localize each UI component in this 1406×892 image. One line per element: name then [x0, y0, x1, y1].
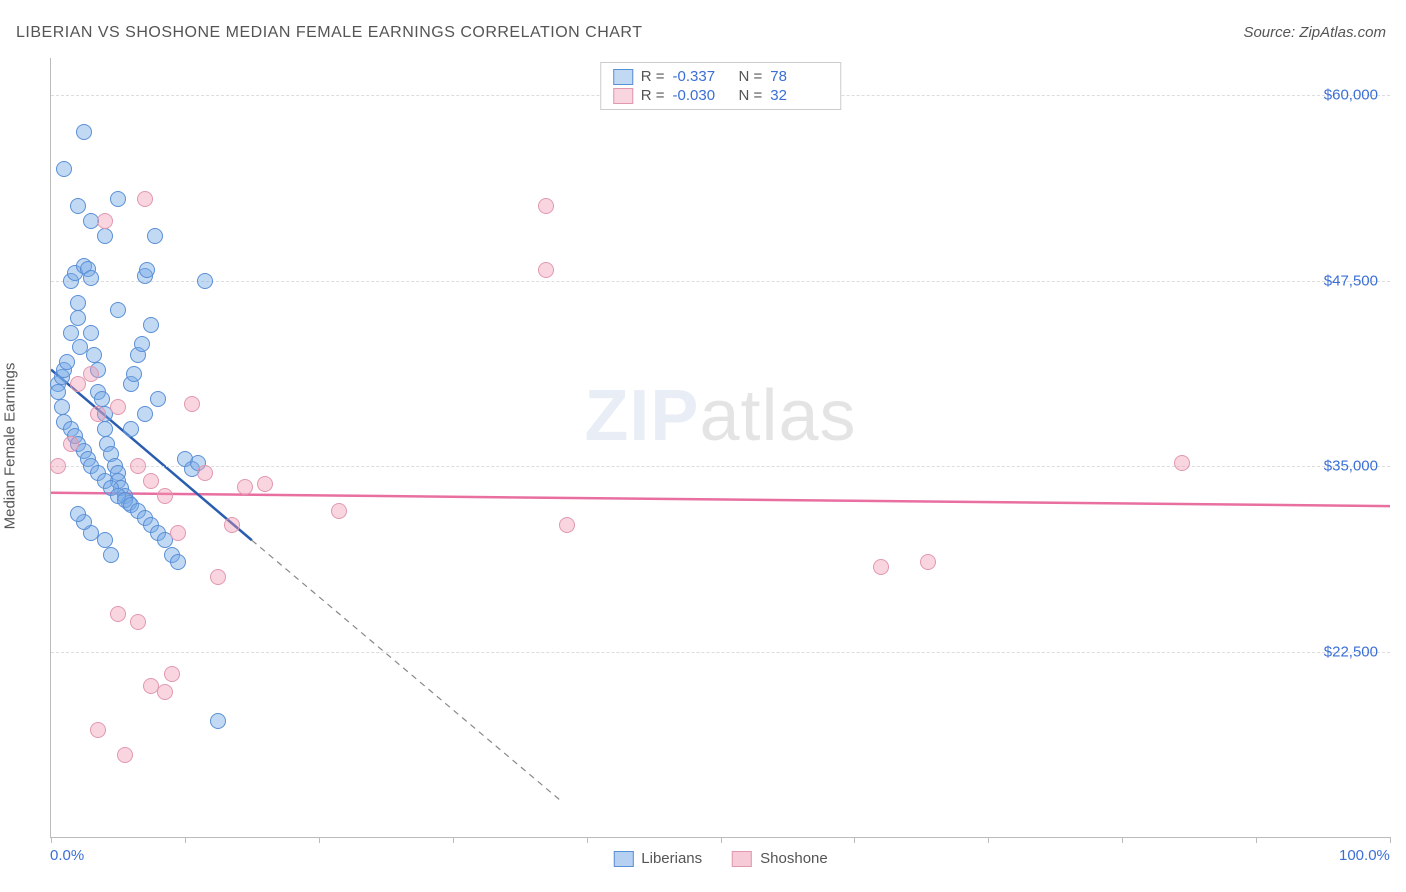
point-shoshone — [197, 465, 213, 481]
point-liberians — [137, 406, 153, 422]
point-shoshone — [117, 747, 133, 763]
legend-row-liberians: R = -0.337 N = 78 — [613, 67, 829, 86]
point-liberians — [103, 547, 119, 563]
x-axis-min-label: 0.0% — [50, 847, 84, 864]
legend-item-shoshone: Shoshone — [732, 850, 828, 867]
point-liberians — [63, 325, 79, 341]
y-tick-label: $60,000 — [1324, 87, 1378, 104]
point-liberians — [110, 191, 126, 207]
trend-lines — [51, 58, 1390, 837]
point-shoshone — [143, 473, 159, 489]
point-shoshone — [97, 213, 113, 229]
point-liberians — [70, 506, 86, 522]
point-liberians — [126, 366, 142, 382]
point-shoshone — [90, 406, 106, 422]
plot-area: ZIPatlas R = -0.337 N = 78 R = -0.030 N … — [50, 58, 1390, 838]
swatch-icon — [732, 851, 752, 867]
point-shoshone — [90, 722, 106, 738]
x-tick — [854, 837, 855, 843]
y-tick-label: $35,000 — [1324, 458, 1378, 475]
gridline — [51, 281, 1390, 282]
point-shoshone — [137, 191, 153, 207]
chart-title: LIBERIAN VS SHOSHONE MEDIAN FEMALE EARNI… — [16, 24, 642, 42]
point-liberians — [139, 262, 155, 278]
point-liberians — [97, 421, 113, 437]
point-liberians — [197, 273, 213, 289]
point-liberians — [70, 295, 86, 311]
point-shoshone — [538, 198, 554, 214]
point-liberians — [86, 347, 102, 363]
swatch-icon — [613, 851, 633, 867]
x-tick — [721, 837, 722, 843]
point-shoshone — [50, 458, 66, 474]
point-liberians — [94, 391, 110, 407]
source-credit: Source: ZipAtlas.com — [1243, 24, 1386, 41]
point-liberians — [70, 310, 86, 326]
point-liberians — [143, 317, 159, 333]
y-tick-label: $22,500 — [1324, 643, 1378, 660]
x-tick — [51, 837, 52, 843]
point-shoshone — [63, 436, 79, 452]
point-shoshone — [257, 476, 273, 492]
point-liberians — [56, 161, 72, 177]
point-shoshone — [1174, 455, 1190, 471]
point-liberians — [97, 228, 113, 244]
point-liberians — [70, 198, 86, 214]
point-shoshone — [130, 458, 146, 474]
legend-item-liberians: Liberians — [613, 850, 702, 867]
x-tick — [1122, 837, 1123, 843]
point-liberians — [50, 384, 66, 400]
x-axis-max-label: 100.0% — [1339, 847, 1390, 864]
point-shoshone — [170, 525, 186, 541]
point-shoshone — [110, 606, 126, 622]
legend-row-shoshone: R = -0.030 N = 32 — [613, 86, 829, 105]
point-shoshone — [237, 479, 253, 495]
point-liberians — [110, 302, 126, 318]
x-tick — [988, 837, 989, 843]
point-liberians — [147, 228, 163, 244]
point-shoshone — [110, 399, 126, 415]
point-liberians — [76, 124, 92, 140]
point-shoshone — [184, 396, 200, 412]
point-liberians — [83, 325, 99, 341]
x-tick — [587, 837, 588, 843]
point-liberians — [134, 336, 150, 352]
series-legend: Liberians Shoshone — [613, 850, 827, 867]
point-shoshone — [873, 559, 889, 575]
x-tick — [319, 837, 320, 843]
point-liberians — [97, 532, 113, 548]
point-shoshone — [70, 376, 86, 392]
x-tick — [1256, 837, 1257, 843]
point-liberians — [150, 391, 166, 407]
point-shoshone — [130, 614, 146, 630]
point-shoshone — [157, 488, 173, 504]
x-tick — [1390, 837, 1391, 843]
swatch-liberians — [613, 69, 633, 85]
chart-container: LIBERIAN VS SHOSHONE MEDIAN FEMALE EARNI… — [0, 0, 1406, 892]
watermark: ZIPatlas — [584, 375, 856, 457]
gridline — [51, 652, 1390, 653]
point-shoshone — [559, 517, 575, 533]
point-shoshone — [157, 684, 173, 700]
point-shoshone — [920, 554, 936, 570]
point-shoshone — [331, 503, 347, 519]
point-shoshone — [210, 569, 226, 585]
point-liberians — [83, 270, 99, 286]
y-axis-label: Median Female Earnings — [2, 363, 19, 530]
point-liberians — [170, 554, 186, 570]
point-shoshone — [164, 666, 180, 682]
x-tick — [453, 837, 454, 843]
x-tick — [185, 837, 186, 843]
point-liberians — [210, 713, 226, 729]
point-shoshone — [83, 366, 99, 382]
point-shoshone — [538, 262, 554, 278]
correlation-legend: R = -0.337 N = 78 R = -0.030 N = 32 — [600, 62, 842, 110]
swatch-shoshone — [613, 88, 633, 104]
point-shoshone — [224, 517, 240, 533]
y-tick-label: $47,500 — [1324, 272, 1378, 289]
point-liberians — [123, 421, 139, 437]
point-liberians — [59, 354, 75, 370]
point-liberians — [54, 399, 70, 415]
